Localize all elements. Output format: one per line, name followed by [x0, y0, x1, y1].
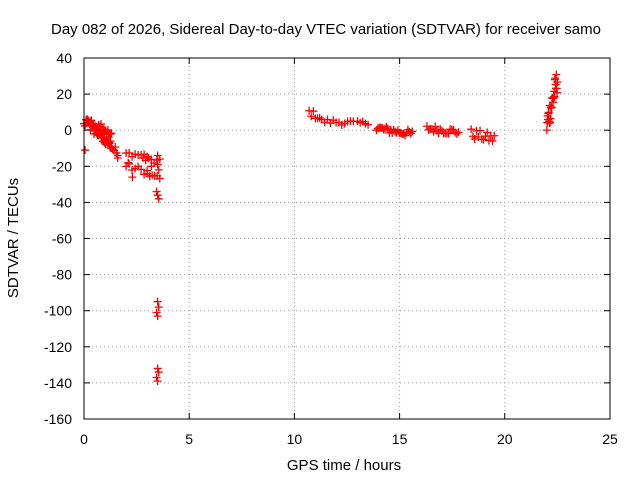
y-tick-label: -80 [52, 267, 72, 283]
x-tick-label: 10 [287, 431, 303, 447]
data-point [147, 162, 156, 171]
data-point [431, 122, 440, 131]
data-point [483, 128, 492, 137]
x-tick-label: 20 [497, 431, 513, 447]
y-tick-label: -140 [44, 375, 72, 391]
y-tick-label: 20 [56, 86, 72, 102]
y-tick-label: -60 [52, 231, 72, 247]
data-point [154, 194, 163, 203]
data-point [490, 131, 499, 140]
data-point [436, 125, 445, 134]
data-point [153, 312, 162, 321]
data-point [105, 138, 114, 147]
data-point [553, 88, 562, 97]
data-point [315, 113, 324, 122]
data-point [454, 128, 463, 137]
data-point [153, 364, 162, 373]
data-points [80, 70, 562, 386]
data-point [137, 165, 146, 174]
data-point [124, 158, 133, 167]
data-point [476, 126, 485, 135]
data-point [154, 368, 163, 377]
data-point [307, 112, 316, 121]
data-point [111, 142, 120, 151]
data-point [444, 129, 453, 138]
data-point [470, 135, 479, 144]
y-tick-label: -100 [44, 303, 72, 319]
data-point [97, 120, 106, 129]
x-tick-label: 15 [392, 431, 408, 447]
y-tick-label: 40 [56, 50, 72, 66]
y-tick-label: -160 [44, 411, 72, 427]
x-tick-label: 25 [602, 431, 618, 447]
data-point [152, 373, 161, 382]
y-tick-label: -120 [44, 339, 72, 355]
data-point [408, 127, 417, 136]
data-point [86, 125, 95, 134]
data-point [546, 114, 555, 123]
data-point [152, 308, 161, 317]
x-axis-label: GPS time / hours [287, 457, 401, 474]
data-point [153, 377, 162, 386]
data-point [154, 303, 163, 312]
x-tick-label: 5 [185, 431, 193, 447]
data-point [552, 70, 561, 79]
data-point [406, 129, 415, 138]
data-point [125, 159, 134, 168]
data-point [364, 120, 373, 129]
y-tick-label: -20 [52, 158, 72, 174]
data-point [544, 108, 553, 117]
data-point [154, 165, 163, 174]
data-point [143, 152, 152, 161]
data-point [155, 174, 164, 183]
data-point [153, 160, 162, 169]
data-point [153, 191, 162, 200]
data-point [424, 125, 433, 134]
plot-frame [83, 57, 611, 420]
y-tick-label: 0 [64, 122, 72, 138]
data-point [153, 151, 162, 160]
chart-title: Day 082 of 2026, Sidereal Day-to-day VTE… [51, 21, 601, 38]
data-point [309, 107, 318, 116]
data-point [550, 92, 559, 101]
data-point [153, 297, 162, 306]
x-tick-label: 0 [80, 431, 88, 447]
data-point [547, 103, 556, 112]
data-point [553, 78, 562, 87]
grid-lines [84, 58, 610, 419]
data-point [81, 146, 90, 155]
y-tick-label: -40 [52, 194, 72, 210]
data-point [113, 151, 122, 160]
data-point [488, 136, 497, 145]
data-point [128, 173, 137, 182]
data-point [467, 125, 476, 134]
y-axis-label: SDTVAR / TECUs [5, 178, 22, 298]
data-point [106, 130, 115, 139]
data-point [83, 115, 92, 124]
data-point [542, 126, 551, 135]
data-point [429, 127, 438, 136]
axis-ticks: -160 -140 -120 -100 -80 -60 -40 -20 0 20 40 0 5 10 15 2… [44, 50, 618, 447]
data-point [152, 187, 161, 196]
data-point [107, 129, 116, 138]
data-point [452, 129, 461, 138]
data-point [382, 122, 391, 131]
